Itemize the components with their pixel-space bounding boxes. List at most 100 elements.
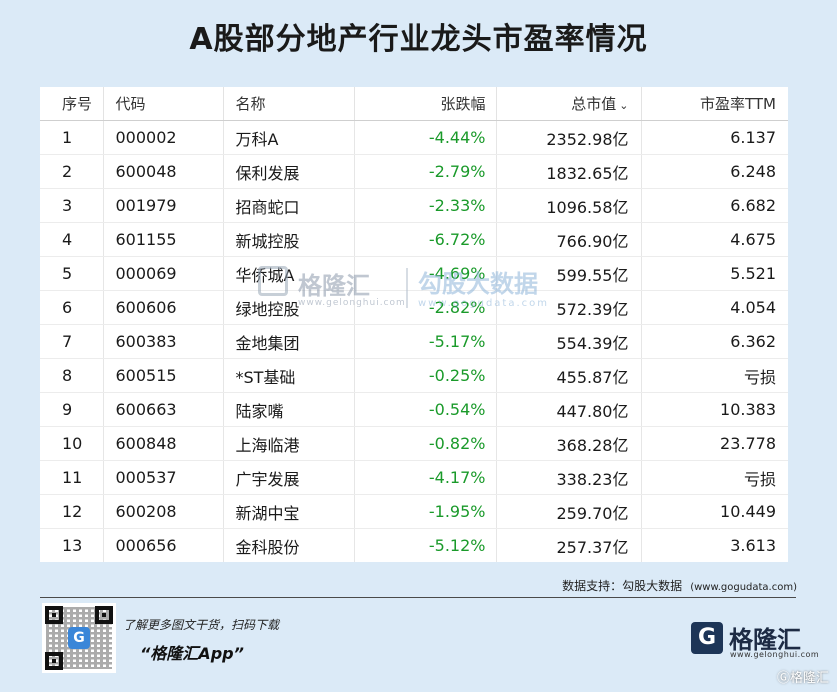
table-row[interactable]: 6 600606 绿地控股 -2.82% 572.39亿 4.054 [40,290,788,325]
cell-index: 3 [40,188,104,223]
cell-code: 600848 [103,426,224,461]
data-source-label: 数据支持：勾股大数据 [562,579,683,593]
cell-name: 陆家嘴 [223,392,355,427]
cell-pe: 6.137 [641,120,788,155]
header-code[interactable]: 代码 [103,87,224,121]
cell-change: -0.54% [354,392,497,427]
cell-pe: 10.383 [641,392,788,427]
cell-code: 600663 [103,392,224,427]
cell-change: -2.33% [354,188,497,223]
cell-market-cap: 599.55亿 [496,256,642,291]
cell-code: 000069 [103,256,224,291]
footer-divider [40,597,796,598]
cell-index: 6 [40,290,104,325]
app-name: “格隆汇App” [140,644,244,663]
cell-pe: 3.613 [730,536,776,555]
chevron-down-icon[interactable]: ⌄ [619,99,629,112]
header-market-cap[interactable]: 总市值 ⌄ [496,87,642,121]
pe-table: 序号 代码 名称 张跌幅 总市值 ⌄ 市盈率TTM 1 000002 万科A -4.44… [40,87,788,562]
cell-code: 001979 [103,188,224,223]
cell-change: -2.79% [354,154,497,189]
cell-name: 上海临港 [223,426,355,461]
promo-text: 了解更多图文干货，扫码下载 [123,618,280,632]
cell-code: 000002 [103,120,224,155]
cell-name: 新湖中宝 [223,494,355,529]
cell-index: 1 [40,120,104,155]
cell-market-cap: 259.70亿 [496,494,642,529]
cell-pe: 4.054 [641,290,788,325]
cell-market-cap: 1096.58亿 [496,188,642,223]
cell-code: 600515 [103,358,224,393]
cell-change: -4.17% [354,460,497,495]
table-row[interactable]: 4 601155 新城控股 -6.72% 766.90亿 4.675 [40,222,788,257]
corner-watermark: Ⓖ格隆汇 [776,671,829,686]
table-row[interactable]: 5 000069 华侨城A -4.69% 599.55亿 5.521 [40,256,788,291]
cell-change: -1.95% [354,494,497,529]
table-row[interactable]: 8 600515 *ST基础 -0.25% 455.87亿 亏损 [40,358,788,393]
cell-code: 600048 [103,154,224,189]
cell-change: -4.44% [354,120,497,155]
qr-finder-top-left [45,606,63,624]
cell-change: -5.12% [354,528,497,562]
cell-code: 600606 [103,290,224,325]
brand-logo-icon: G [691,622,723,654]
cell-index: 7 [40,324,104,359]
cell-name: *ST基础 [223,358,355,393]
cell-market-cap: 257.37亿 [496,528,642,562]
cell-code: 000656 [103,528,224,562]
table-row[interactable]: 1 000002 万科A -4.44% 2352.98亿 6.137 [40,120,788,155]
cell-name: 金地集团 [223,324,355,359]
cell-market-cap: 572.39亿 [496,290,642,325]
qr-finder-bottom-left [45,652,63,670]
cell-change: -6.72% [354,222,497,257]
table-row[interactable]: 2 600048 保利发展 -2.79% 1832.65亿 6.248 [40,154,788,189]
cell-name: 华侨城A [223,256,355,291]
cell-index: 9 [40,392,104,427]
cell-code: 000537 [103,460,224,495]
brand-name: 格隆汇 [729,626,801,654]
cell-code: 601155 [103,222,224,257]
cell-code: 600383 [103,324,224,359]
cell-index: 10 [40,426,104,461]
table-header-row: 序号 代码 名称 张跌幅 总市值 ⌄ 市盈率TTM [40,87,788,121]
cell-market-cap: 1832.65亿 [496,154,642,189]
cell-name: 金科股份 [223,528,355,562]
cell-index: 2 [40,154,104,189]
table-row[interactable]: 9 600663 陆家嘴 -0.54% 447.80亿 10.383 [40,392,788,427]
table-row[interactable]: 10 600848 上海临港 -0.82% 368.28亿 23.778 [40,426,788,461]
brand-url: www.gelonghui.com [730,650,820,659]
cell-change: -5.17% [354,324,497,359]
table-row[interactable]: 13 000656 金科股份 -5.12% 257.37亿 3.613 [40,528,788,562]
qr-finder-top-right [95,606,113,624]
table-row[interactable]: 3 001979 招商蛇口 -2.33% 1096.58亿 6.682 [40,188,788,223]
cell-market-cap: 455.87亿 [496,358,642,393]
qr-logo-icon: G [68,627,90,649]
cell-market-cap: 368.28亿 [496,426,642,461]
header-pe[interactable]: 市盈率TTM [641,87,788,121]
cell-change: -2.82% [354,290,497,325]
cell-name: 万科A [223,120,355,155]
page-title: A股部分地产行业龙头市盈率情况 [189,22,648,57]
cell-pe: 6.362 [641,324,788,359]
cell-index: 11 [40,460,104,495]
data-source-url[interactable]: (www.gogudata.com) [690,582,797,593]
cell-pe: 23.778 [641,426,788,461]
cell-index: 8 [40,358,104,393]
header-index[interactable]: 序号 [40,87,104,121]
cell-name: 广宇发展 [223,460,355,495]
header-change[interactable]: 张跌幅 [354,87,497,121]
cell-market-cap: 447.80亿 [496,392,642,427]
cell-name: 新城控股 [223,222,355,257]
table-row[interactable]: 12 600208 新湖中宝 -1.95% 259.70亿 10.449 [40,494,788,529]
table-row[interactable]: 11 000537 广宇发展 -4.17% 338.23亿 亏损 [40,460,788,495]
header-name[interactable]: 名称 [223,87,355,121]
table-row[interactable]: 7 600383 金地集团 -5.17% 554.39亿 6.362 [40,324,788,359]
qr-code[interactable]: G [42,603,116,673]
cell-market-cap: 338.23亿 [496,460,642,495]
cell-market-cap: 766.90亿 [496,222,642,257]
cell-pe: 10.449 [641,494,788,529]
data-table: 序号 代码 名称 张跌幅 总市值 ⌄ 市盈率TTM 1 000002 万科A -4.44… [40,87,788,562]
cell-pe: 5.521 [641,256,788,291]
cell-index: 4 [40,222,104,257]
cell-change: -0.25% [354,358,497,393]
